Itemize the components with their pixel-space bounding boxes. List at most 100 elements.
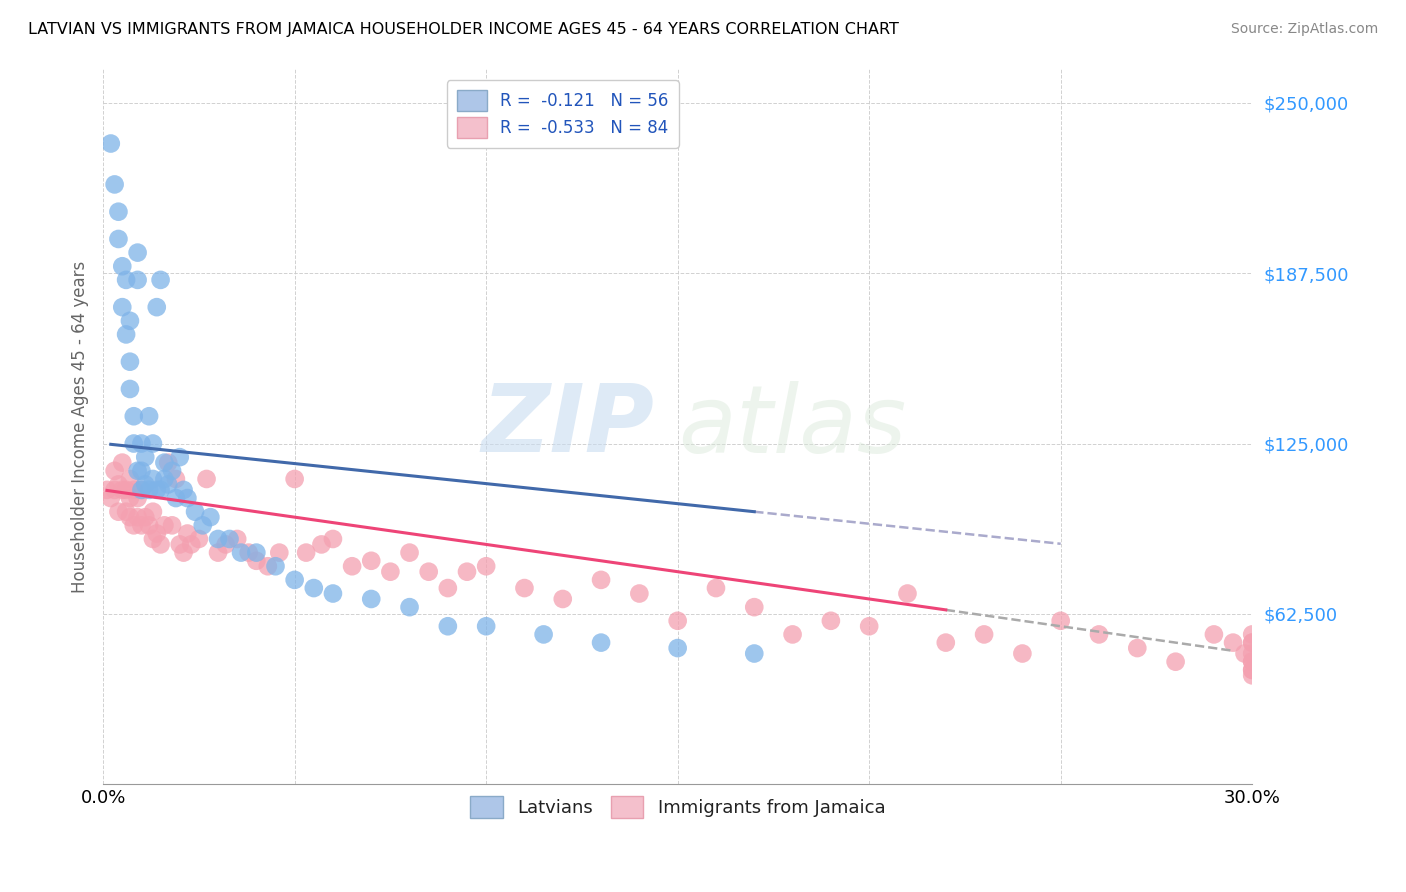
Point — [104, 483, 127, 497]
Point — [165, 472, 187, 486]
Point — [127, 510, 149, 524]
Point — [302, 581, 325, 595]
Point — [551, 591, 574, 606]
Point — [513, 581, 536, 595]
Point — [533, 627, 555, 641]
Point — [115, 505, 138, 519]
Point — [1241, 663, 1264, 677]
Point — [269, 546, 291, 560]
Point — [131, 436, 153, 450]
Point — [200, 510, 222, 524]
Point — [1126, 641, 1149, 656]
Point — [145, 300, 167, 314]
Point — [127, 464, 149, 478]
Point — [475, 559, 498, 574]
Point — [1233, 647, 1256, 661]
Point — [1241, 635, 1264, 649]
Text: LATVIAN VS IMMIGRANTS FROM JAMAICA HOUSEHOLDER INCOME AGES 45 - 64 YEARS CORRELA: LATVIAN VS IMMIGRANTS FROM JAMAICA HOUSE… — [28, 22, 898, 37]
Point — [742, 647, 765, 661]
Point — [322, 532, 344, 546]
Point — [176, 526, 198, 541]
Legend: Latvians, Immigrants from Jamaica: Latvians, Immigrants from Jamaica — [463, 789, 893, 825]
Point — [666, 614, 689, 628]
Point — [118, 314, 141, 328]
Point — [180, 537, 202, 551]
Point — [134, 510, 156, 524]
Point — [858, 619, 880, 633]
Point — [207, 546, 229, 560]
Point — [104, 464, 127, 478]
Point — [628, 586, 651, 600]
Point — [264, 559, 287, 574]
Point — [1164, 655, 1187, 669]
Point — [742, 600, 765, 615]
Point — [589, 635, 612, 649]
Point — [160, 464, 183, 478]
Point — [418, 565, 440, 579]
Point — [322, 586, 344, 600]
Point — [153, 472, 176, 486]
Point — [142, 436, 165, 450]
Point — [127, 273, 149, 287]
Point — [245, 546, 267, 560]
Point — [107, 204, 129, 219]
Point — [111, 259, 134, 273]
Point — [256, 559, 278, 574]
Point — [191, 518, 214, 533]
Point — [138, 483, 160, 497]
Point — [142, 472, 165, 486]
Point — [1241, 635, 1264, 649]
Point — [131, 483, 153, 497]
Point — [475, 619, 498, 633]
Point — [100, 491, 122, 505]
Point — [104, 178, 127, 192]
Point — [218, 532, 240, 546]
Point — [360, 591, 382, 606]
Point — [142, 505, 165, 519]
Point — [134, 450, 156, 465]
Point — [184, 505, 207, 519]
Point — [115, 483, 138, 497]
Text: ZIP: ZIP — [482, 381, 655, 473]
Point — [138, 518, 160, 533]
Point — [173, 546, 195, 560]
Point — [1241, 655, 1264, 669]
Point — [134, 477, 156, 491]
Point — [111, 456, 134, 470]
Point — [1222, 635, 1244, 649]
Point — [340, 559, 363, 574]
Point — [1241, 663, 1264, 677]
Point — [145, 526, 167, 541]
Point — [380, 565, 402, 579]
Point — [149, 483, 172, 497]
Point — [229, 546, 252, 560]
Point — [127, 491, 149, 505]
Point — [187, 532, 209, 546]
Point — [145, 483, 167, 497]
Y-axis label: Householder Income Ages 45 - 64 years: Householder Income Ages 45 - 64 years — [72, 260, 89, 592]
Point — [107, 505, 129, 519]
Point — [238, 546, 260, 560]
Point — [157, 456, 180, 470]
Point — [1241, 668, 1264, 682]
Point — [153, 456, 176, 470]
Point — [284, 573, 307, 587]
Point — [226, 532, 249, 546]
Point — [456, 565, 478, 579]
Text: atlas: atlas — [678, 381, 905, 472]
Point — [118, 354, 141, 368]
Point — [1088, 627, 1111, 641]
Point — [138, 409, 160, 424]
Point — [127, 245, 149, 260]
Text: Source: ZipAtlas.com: Source: ZipAtlas.com — [1230, 22, 1378, 37]
Point — [666, 641, 689, 656]
Point — [122, 436, 145, 450]
Point — [157, 477, 180, 491]
Point — [131, 464, 153, 478]
Point — [111, 300, 134, 314]
Point — [96, 483, 118, 497]
Point — [122, 483, 145, 497]
Point — [122, 409, 145, 424]
Point — [360, 554, 382, 568]
Point — [1049, 614, 1071, 628]
